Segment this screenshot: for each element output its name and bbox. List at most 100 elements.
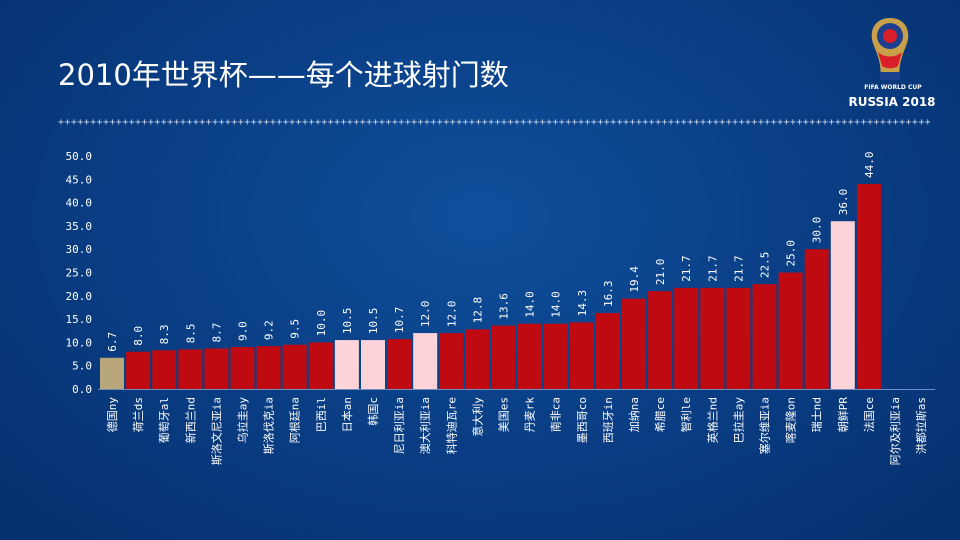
bar xyxy=(100,357,124,389)
data-label: 8.0 xyxy=(132,326,145,346)
y-tick-label: 25.0 xyxy=(66,267,93,280)
x-tick-label: 尼日利亚ia xyxy=(393,397,406,454)
bar xyxy=(334,340,359,389)
x-tick-label: 科特迪瓦re xyxy=(444,397,458,454)
bar xyxy=(361,340,385,389)
divider-line: ++++++++++++++++++++++++++++++++++++++++… xyxy=(58,117,930,128)
x-tick-label: 丹麦rk xyxy=(524,397,537,433)
bar xyxy=(256,346,281,389)
bar-chart: 0.0 5.0 10.0 15.0 20.0 25.0 30.0 35.0 40.0 45.0 50… xyxy=(66,150,936,465)
x-tick-label: 葡萄牙al xyxy=(158,397,171,443)
data-label: 12.0 xyxy=(445,301,458,328)
bar xyxy=(856,183,881,389)
x-tick-label: 日本an xyxy=(340,397,354,432)
data-label: 21.0 xyxy=(654,259,667,286)
x-tick-label: 墨西哥co xyxy=(576,397,589,443)
x-tick-label: 意大利y xyxy=(470,397,484,437)
x-tick-label: 阿根廷na xyxy=(288,397,302,443)
x-tick-label: 美国es xyxy=(498,397,511,432)
x-tick-label: 南非ca xyxy=(550,397,563,432)
bar xyxy=(152,350,177,389)
data-label: 21.7 xyxy=(732,255,745,281)
bar xyxy=(126,351,151,389)
bar xyxy=(778,272,803,389)
data-label: 10.5 xyxy=(341,308,354,335)
data-label: 19.4 xyxy=(628,266,641,293)
x-tick-label: 斯洛伐克ia xyxy=(262,397,276,454)
data-label: 9.5 xyxy=(289,319,302,339)
bar xyxy=(622,298,646,389)
bar xyxy=(569,322,594,389)
data-label: 14.0 xyxy=(524,291,537,318)
data-label: 44.0 xyxy=(863,151,876,178)
x-tick-label: 洪都拉斯as xyxy=(914,397,928,454)
bar xyxy=(387,339,412,389)
data-label: 8.3 xyxy=(158,324,171,344)
data-label: 14.0 xyxy=(550,291,563,318)
x-tick-label: 塞尔维亚ia xyxy=(758,397,772,454)
x-tick-label: 乌拉圭ay xyxy=(236,397,250,444)
x-tick-label: 喀麦隆on xyxy=(784,397,798,443)
data-label: 36.0 xyxy=(837,189,850,216)
y-tick-label: 45.0 xyxy=(66,173,93,186)
x-tick-label: 巴西il xyxy=(315,397,328,432)
data-label: 12.0 xyxy=(419,301,432,328)
bar xyxy=(804,249,829,389)
x-tick-label: 西班牙in xyxy=(602,397,615,443)
data-label: 16.3 xyxy=(602,281,615,308)
bar xyxy=(674,287,699,389)
x-tick-label: 新西兰nd xyxy=(183,397,197,443)
world-cup-trophy-icon xyxy=(871,18,909,80)
data-label: 21.7 xyxy=(680,255,693,281)
x-tick-label: 瑞士nd xyxy=(810,397,824,432)
bar xyxy=(413,333,438,389)
x-tick-label: 澳大利亚ia xyxy=(418,397,432,454)
y-tick-label: 20.0 xyxy=(66,290,93,303)
data-label: 10.0 xyxy=(315,310,328,337)
data-label: 25.0 xyxy=(785,240,798,267)
x-tick-label: 荷兰ds xyxy=(132,397,145,432)
x-tick-label: 韩国c xyxy=(366,397,380,426)
data-label: 9.2 xyxy=(263,320,276,340)
bar xyxy=(543,323,568,389)
x-tick-label: 斯洛文尼亚ia xyxy=(209,397,223,465)
bar xyxy=(178,349,203,389)
bar xyxy=(308,342,333,389)
data-label: 22.5 xyxy=(759,252,772,279)
bar xyxy=(700,287,725,389)
bar xyxy=(282,344,307,389)
x-tick-label: 朝鲜PR xyxy=(836,397,850,433)
bar xyxy=(752,284,777,389)
page-title: 2010年世界杯——每个进球射门数 xyxy=(58,58,509,92)
y-tick-label: 40.0 xyxy=(66,197,93,210)
x-tick-label: 希腊ce xyxy=(653,397,667,432)
data-label: 14.3 xyxy=(576,290,589,317)
y-tick-label: 50.0 xyxy=(66,150,93,163)
bar xyxy=(648,291,673,389)
bar xyxy=(830,221,855,389)
x-tick-label: 智利le xyxy=(679,397,693,432)
data-label: 30.0 xyxy=(811,217,824,244)
x-tick-label: 巴拉圭ay xyxy=(731,397,745,444)
data-label: 8.5 xyxy=(184,324,197,344)
bar xyxy=(230,347,255,389)
data-label: 13.6 xyxy=(498,293,511,320)
logo-line-1: FIFA WORLD CUP xyxy=(864,84,922,91)
data-label: 12.8 xyxy=(471,297,484,324)
bar xyxy=(204,348,229,389)
bar xyxy=(465,329,490,389)
data-label: 6.7 xyxy=(106,332,119,352)
y-tick-label: 35.0 xyxy=(66,220,93,233)
y-tick-label: 0.0 xyxy=(72,383,92,396)
x-tick-label: 德国ny xyxy=(105,397,119,433)
x-tick-label: 英格兰nd xyxy=(705,397,719,443)
data-label: 21.7 xyxy=(706,255,719,281)
data-label: 10.5 xyxy=(367,308,380,335)
data-label: 8.7 xyxy=(210,323,223,343)
bar xyxy=(595,313,620,389)
bar xyxy=(491,325,516,389)
bar xyxy=(517,323,542,389)
x-tick-label: 阿尔及利亚ia xyxy=(889,397,902,465)
y-tick-label: 5.0 xyxy=(72,360,92,373)
